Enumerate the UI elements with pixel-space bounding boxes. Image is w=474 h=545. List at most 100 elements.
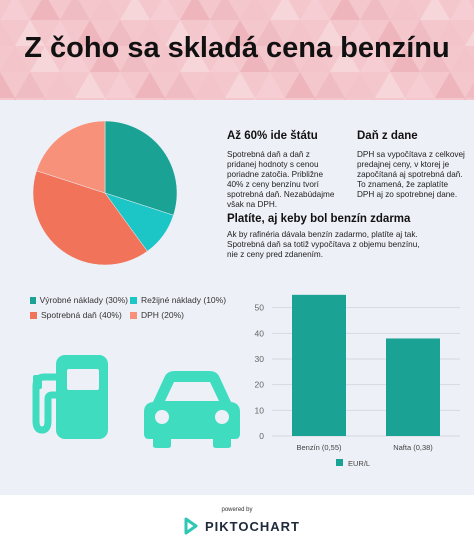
header-triangle <box>225 72 255 98</box>
bar-legend-swatch <box>336 459 343 466</box>
header-pattern <box>0 0 474 100</box>
free-fuel-heading: Platíte, aj keby bol benzín zdarma <box>227 213 411 225</box>
header-triangle <box>240 46 270 72</box>
text-line: Spotrebná daň sa totiž vypočítava z obje… <box>227 240 420 249</box>
header-triangle <box>465 82 474 98</box>
text-line: To znamená, že zaplatíte <box>357 180 449 189</box>
text-line: spotrebná daň. Nezabúdajme <box>227 190 335 199</box>
header-triangle <box>330 46 360 72</box>
bar-legend-label: EUR/L <box>348 459 370 468</box>
header-triangle <box>420 0 450 20</box>
header-triangle <box>210 0 240 20</box>
header-triangle <box>43 98 47 100</box>
header-triangle <box>60 46 90 72</box>
text-line: započítaná aj spotrebná daň. <box>357 170 463 179</box>
header-triangle <box>375 20 405 46</box>
legend-swatch <box>30 296 36 304</box>
header-triangle <box>390 46 420 72</box>
header-triangle <box>390 0 420 20</box>
legend-swatch <box>130 311 137 319</box>
header-triangle <box>165 72 195 98</box>
piktochart-logo[interactable]: PIKTOCHART <box>183 516 300 536</box>
header-triangle <box>405 20 435 46</box>
header-triangle <box>75 20 105 46</box>
header-triangle <box>253 98 257 100</box>
header-triangle <box>15 72 45 98</box>
header-triangle <box>103 98 107 100</box>
header-triangle <box>15 20 45 46</box>
y-tick-label: 10 <box>255 405 265 415</box>
header-triangle <box>133 98 137 100</box>
text-line: 40% z ceny benzínu tvorí <box>227 180 319 189</box>
header-triangle <box>210 46 240 72</box>
state-share-heading: Až 60% ide štátu <box>227 130 318 142</box>
header-triangle <box>405 72 435 98</box>
bar-0 <box>292 294 346 436</box>
header-triangle <box>225 20 255 46</box>
car-icon <box>144 371 240 448</box>
header-triangle <box>375 72 405 98</box>
text-line: predajnej ceny, v ktorej je <box>357 160 450 169</box>
header-triangle <box>270 0 300 20</box>
header-triangle <box>73 98 77 100</box>
y-tick-label: 50 <box>255 303 265 313</box>
header-triangle <box>373 98 377 100</box>
x-tick-label: Nafta (0,38) <box>393 443 433 452</box>
header-triangle <box>450 0 474 20</box>
header-triangle <box>120 46 150 72</box>
text-line: DPH sa vypočítava z celkovej <box>357 150 465 159</box>
header-triangle <box>450 46 474 72</box>
header-triangle <box>433 98 437 100</box>
header-triangle <box>105 20 135 46</box>
header-triangle <box>90 46 120 72</box>
header-triangle <box>135 20 165 46</box>
legend-label: Režijné náklady (10%) <box>141 295 227 305</box>
footer: powered by PIKTOCHART <box>0 495 474 545</box>
header-triangle <box>0 46 30 72</box>
fuel-pump-icon <box>32 355 108 439</box>
free-fuel-text: Ak by rafinéria dávala benzín zadarmo, p… <box>227 230 420 260</box>
brand-name: PIKTOCHART <box>205 518 300 534</box>
header-triangle <box>195 20 225 46</box>
header-triangle <box>403 98 407 100</box>
header-triangle <box>343 98 347 100</box>
text-line: Ak by rafinéria dávala benzín zadarmo, p… <box>227 230 418 239</box>
header-triangle <box>285 20 315 46</box>
header-triangle <box>180 46 210 72</box>
header-triangle <box>360 0 390 20</box>
main-panel: Výrobné náklady (30%) Režijné náklady (1… <box>0 100 474 495</box>
header-triangle <box>463 98 467 100</box>
text-line: pridanej hodnoty s cenou <box>227 160 319 169</box>
x-tick-label: Benzín (0,55) <box>296 443 342 452</box>
header-triangle <box>313 98 317 100</box>
header-triangle <box>300 46 330 72</box>
header-triangle <box>270 46 300 72</box>
legend-label: Výrobné náklady (30%) <box>39 295 128 305</box>
header-triangle <box>45 72 75 98</box>
header-triangle <box>255 72 285 98</box>
header-triangle <box>0 20 15 46</box>
bar-chart-svg: 0 10 20 30 40 50 Benzín (0,55) Nafta (0,38) EUR/… <box>255 294 460 468</box>
header-triangle <box>465 30 474 46</box>
tax-on-tax-heading: Daň z dane <box>357 130 418 142</box>
header-triangle <box>240 0 270 20</box>
text-line: Spotrebná daň a daň z <box>227 150 310 159</box>
header-triangle <box>255 20 285 46</box>
header-triangle <box>435 20 465 46</box>
y-tick-label: 30 <box>255 354 265 364</box>
pie-slice-2 <box>32 170 148 266</box>
header-triangle <box>420 46 450 72</box>
legend-item-production: Výrobné náklady (30%) <box>30 295 128 305</box>
header-triangle <box>30 0 60 20</box>
header-triangle <box>90 0 120 20</box>
legend-label: Spotrebná daň (40%) <box>41 310 122 320</box>
legend-item-vat: DPH (20%) <box>130 310 228 320</box>
header-triangle <box>195 72 225 98</box>
text-line: však na DPH. <box>227 200 278 209</box>
pie-chart <box>30 118 180 268</box>
pie-slice-3 <box>36 120 106 194</box>
header-triangle <box>150 46 180 72</box>
pie-legend: Výrobné náklady (30%) Režijné náklady (1… <box>30 295 230 320</box>
header-triangle <box>283 98 287 100</box>
header-banner: Z čoho sa skladá cena benzínu <box>0 0 474 100</box>
